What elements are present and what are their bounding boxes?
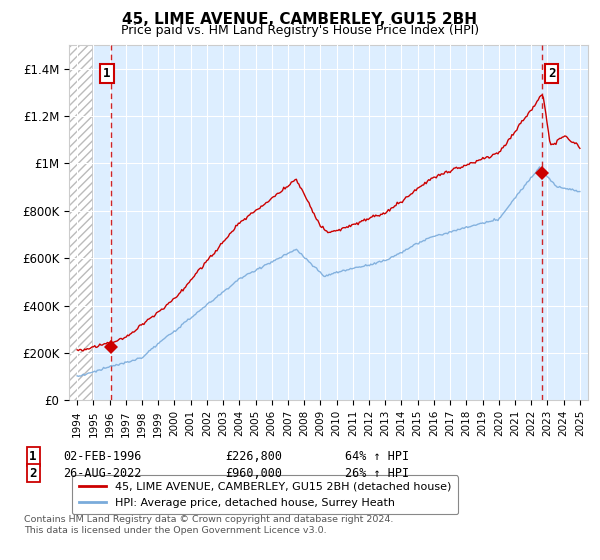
Text: 45, LIME AVENUE, CAMBERLEY, GU15 2BH: 45, LIME AVENUE, CAMBERLEY, GU15 2BH	[122, 12, 478, 27]
Text: Price paid vs. HM Land Registry's House Price Index (HPI): Price paid vs. HM Land Registry's House …	[121, 24, 479, 36]
Text: 26% ↑ HPI: 26% ↑ HPI	[345, 466, 409, 480]
Text: 2: 2	[29, 466, 37, 480]
Text: £960,000: £960,000	[225, 466, 282, 480]
Text: 1: 1	[29, 450, 37, 463]
Text: 1: 1	[103, 67, 111, 80]
Text: 2: 2	[548, 67, 555, 80]
Text: 26-AUG-2022: 26-AUG-2022	[63, 466, 142, 480]
Text: 64% ↑ HPI: 64% ↑ HPI	[345, 450, 409, 463]
Bar	[69, 45, 92, 400]
Text: Contains HM Land Registry data © Crown copyright and database right 2024.: Contains HM Land Registry data © Crown c…	[24, 515, 394, 524]
Text: 02-FEB-1996: 02-FEB-1996	[63, 450, 142, 463]
Legend: 45, LIME AVENUE, CAMBERLEY, GU15 2BH (detached house), HPI: Average price, detac: 45, LIME AVENUE, CAMBERLEY, GU15 2BH (de…	[72, 475, 458, 514]
Text: This data is licensed under the Open Government Licence v3.0.: This data is licensed under the Open Gov…	[24, 526, 326, 535]
Text: £226,800: £226,800	[225, 450, 282, 463]
